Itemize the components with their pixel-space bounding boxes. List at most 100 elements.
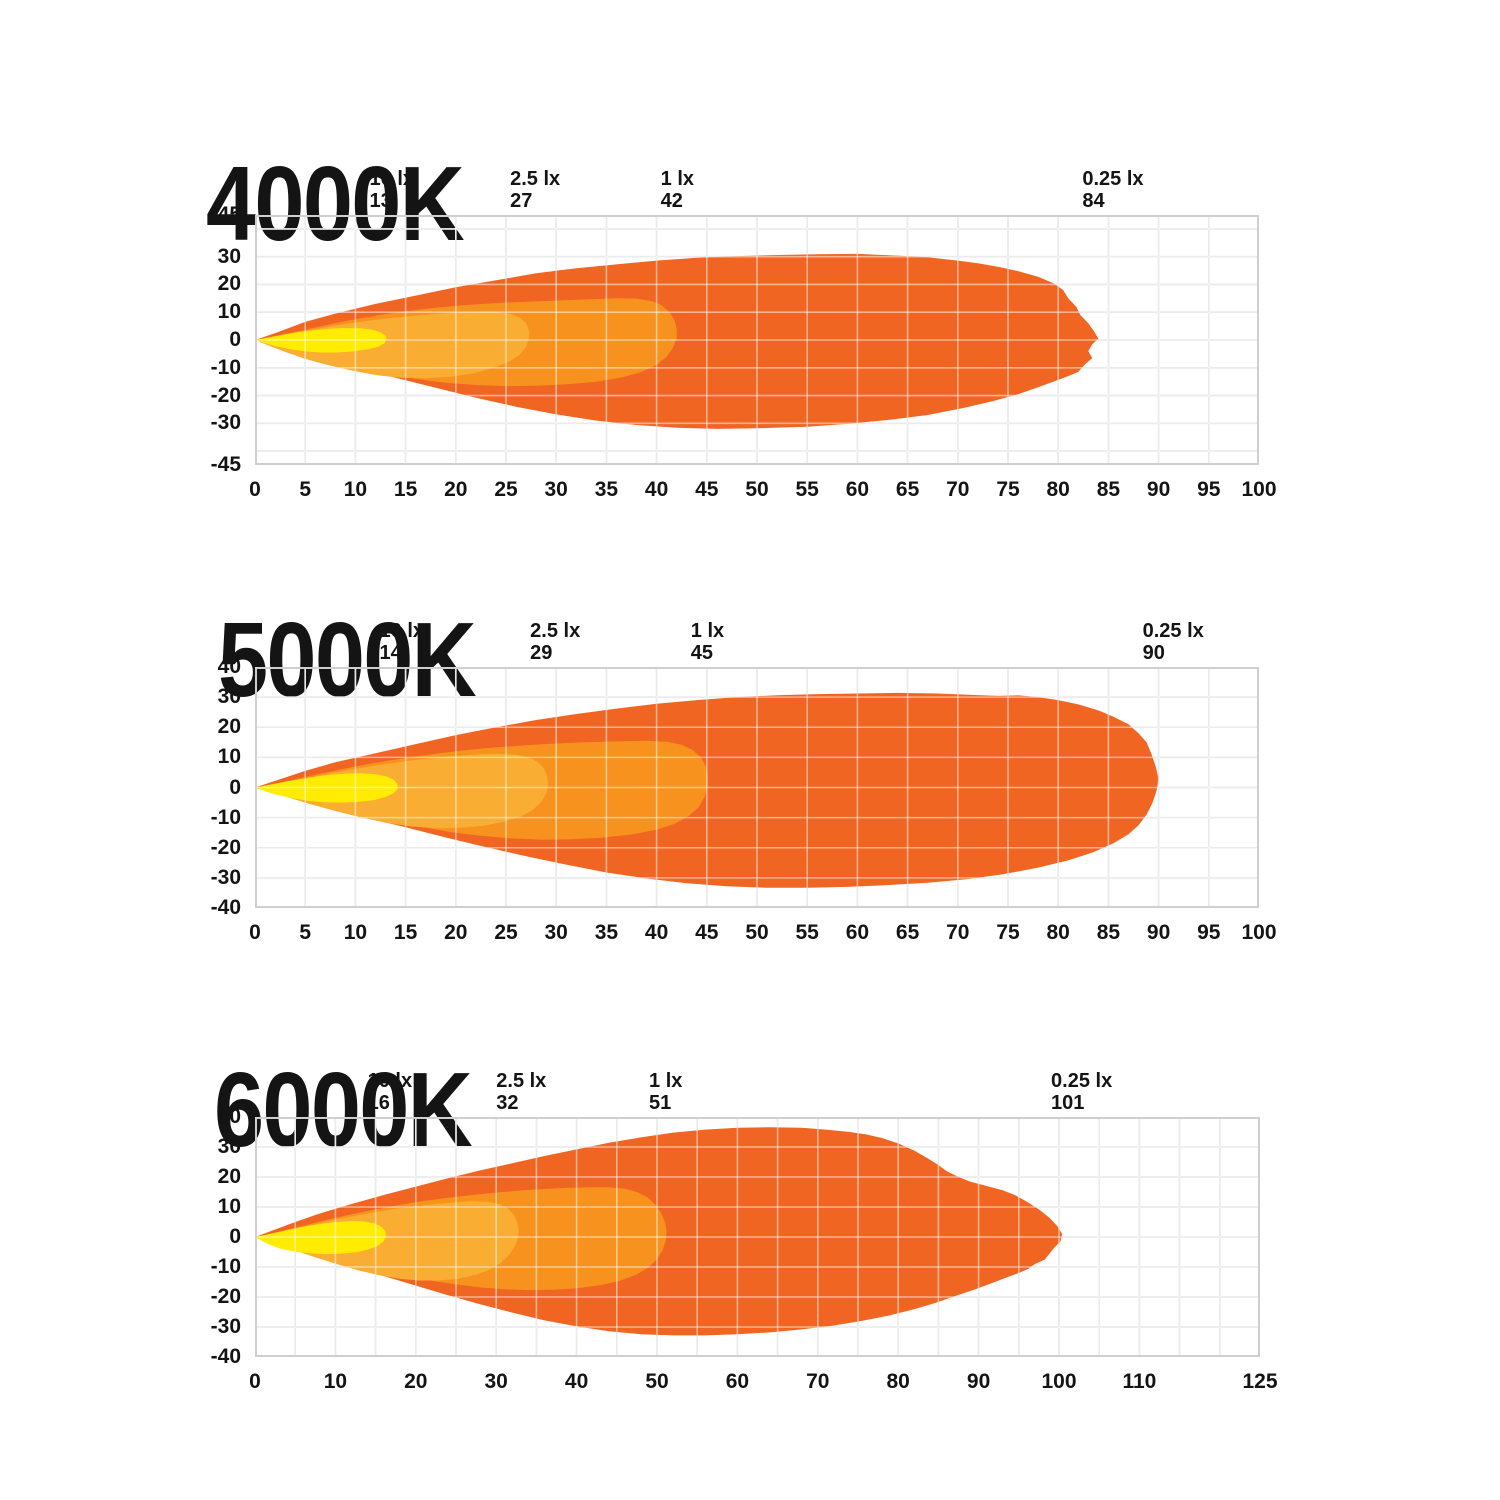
y-axis-tick-label: 40	[217, 655, 241, 678]
annotation-distance: 84	[1082, 190, 1105, 212]
x-axis-tick-label: 70	[946, 478, 970, 501]
annotation-lux-level: 2.5 lx	[510, 168, 561, 190]
isolux-annotation: 0.25 lx 84	[1082, 168, 1143, 212]
annotation-lux-level: 10 lx	[367, 1070, 413, 1092]
x-axis-tick-label: 0	[249, 921, 261, 944]
x-axis-tick-label: 90	[1146, 478, 1171, 501]
contour-2-5-lx	[255, 1201, 519, 1281]
annotation-distance: 13	[369, 190, 392, 212]
x-axis-tick-label: 85	[1096, 478, 1121, 501]
x-axis-tick-label: 110	[1122, 1370, 1157, 1393]
annotation-lux-level: 1 lx	[690, 620, 725, 642]
x-axis-tick-label: 60	[845, 478, 870, 501]
x-axis-tick-label: 50	[745, 921, 769, 944]
isolux-annotation: 1 lx 51	[649, 1070, 682, 1114]
beam-pattern-svg	[255, 215, 1259, 465]
y-axis-tick-label: -20	[210, 835, 241, 859]
y-axis-tick-label: 10	[217, 1195, 241, 1218]
y-axis-tick-label: 20	[217, 272, 241, 296]
y-axis-tick-label: -20	[210, 1285, 241, 1308]
y-axis-tick-label: 0	[229, 775, 241, 799]
annotation-lux-level: 0.25 lx	[1051, 1070, 1113, 1092]
x-axis-tick-label: 40	[644, 921, 669, 944]
x-axis-tick-label: 50	[645, 1370, 669, 1393]
x-axis-tick-label: 35	[594, 921, 619, 944]
chart-title-5000k: 5000K	[218, 601, 477, 720]
x-axis-tick-label: 0	[249, 1370, 261, 1393]
isolux-plot-5000k: 40 30 20 10 0 -10 -20 -30 -40 0 5 10 15 20 25 30 35 40 45 5…	[211, 620, 1277, 944]
contour-2-5-lx	[255, 753, 549, 829]
annotation-lux-level: 1 lx	[660, 168, 695, 190]
x-axis-tick-label: 50	[745, 478, 769, 501]
x-axis-tick-label: 80	[1046, 478, 1070, 501]
annotation-distance: 29	[530, 642, 553, 664]
isolux-annotation: 10 lx 16	[368, 1070, 412, 1114]
x-axis-tick-label: 80	[1046, 921, 1070, 944]
x-axis-tick-label: 60	[725, 1370, 750, 1393]
y-axis-tick-label: 0	[229, 1225, 241, 1248]
isolux-annotation: 10 lx 14	[380, 620, 424, 664]
annotation-lux-level: 2.5 lx	[496, 1070, 547, 1092]
isolux-annotation: 0.25 lx 101	[1051, 1070, 1112, 1114]
y-axis-tick-label: 10	[217, 300, 241, 324]
annotation-distance: 16	[367, 1092, 390, 1114]
x-axis-tick-label: 25	[494, 478, 518, 501]
annotation-distance: 27	[510, 190, 533, 212]
beam-pattern-svg	[255, 1117, 1260, 1357]
x-axis-tick-label: 55	[795, 478, 819, 501]
x-axis-tick-label: 15	[393, 478, 418, 501]
annotation-lux-level: 10 lx	[379, 620, 425, 642]
x-axis-tick-label: 20	[404, 1370, 428, 1393]
x-axis-tick-label: 45	[695, 921, 719, 944]
annotation-distance: 101	[1051, 1092, 1085, 1114]
x-axis-tick-label: 5	[299, 921, 312, 944]
annotation-lux-level: 10 lx	[369, 168, 414, 190]
x-axis-tick-label: 65	[895, 921, 920, 944]
x-axis-tick-label: 0	[249, 478, 261, 501]
y-axis-tick-label: -10	[210, 805, 241, 829]
y-axis-tick-label: 45	[217, 203, 241, 226]
y-axis-tick-label: 30	[217, 244, 241, 268]
y-axis-tick-label: 20	[217, 715, 241, 739]
y-axis-tick-label: -30	[210, 1315, 241, 1338]
isolux-annotation: 2.5 lx 29	[530, 620, 580, 664]
x-axis-tick-label: 75	[996, 921, 1020, 944]
isolux-plot-4000k: 45 30 20 10 0 -10 -20 -30 -45 0 5 10 15 20 25 30 35 40 45 5…	[211, 168, 1277, 501]
x-axis-tick-label: 70	[946, 921, 970, 944]
isolux-plot-6000k: 40 30 20 10 0 -10 -20 -30 -40 0 10 20 30 40 50 60 70 80 90…	[211, 1070, 1278, 1393]
x-axis-tick-label: 90	[966, 1370, 991, 1393]
annotation-distance: 45	[690, 642, 714, 664]
y-axis-tick-label: 30	[217, 685, 241, 709]
annotation-distance: 14	[379, 642, 402, 664]
annotation-distance: 32	[496, 1092, 519, 1114]
x-axis-tick-label: 125	[1242, 1370, 1278, 1393]
x-axis-tick-label: 85	[1096, 921, 1121, 944]
x-axis-tick-label: 100	[1041, 1370, 1077, 1393]
y-axis-tick-label: 0	[229, 328, 241, 351]
x-axis-tick-label: 60	[845, 921, 870, 944]
annotation-lux-level: 0.25 lx	[1142, 620, 1204, 642]
x-axis-tick-label: 75	[996, 478, 1020, 501]
annotation-distance: 42	[660, 190, 683, 212]
x-axis-tick-label: 10	[343, 478, 368, 501]
annotation-lux-level: 0.25 lx	[1082, 168, 1144, 190]
x-axis-tick-label: 70	[806, 1370, 830, 1393]
plot-frame	[255, 667, 1259, 908]
isolux-annotation: 2.5 lx 32	[496, 1070, 546, 1114]
x-axis-tick-label: 20	[444, 921, 468, 944]
x-axis-tick-label: 45	[695, 478, 719, 501]
x-axis-tick-label: 40	[644, 478, 669, 501]
y-axis-tick-label: -40	[210, 896, 241, 919]
y-axis-tick-label: 10	[217, 745, 241, 769]
isolux-annotation: 2.5 lx 27	[510, 168, 560, 212]
isolux-annotation: 0.25 lx 90	[1143, 620, 1204, 664]
annotation-lux-level: 2.5 lx	[530, 620, 581, 642]
chart-title-4000k: 4000K	[206, 145, 465, 264]
x-axis-tick-label: 40	[564, 1370, 589, 1393]
y-axis-tick-label: -30	[210, 865, 241, 889]
x-axis-tick-label: 65	[895, 478, 920, 501]
isolux-annotation: 1 lx 42	[661, 168, 694, 212]
contour-0-25-lx	[255, 253, 1099, 429]
x-axis-tick-label: 5	[299, 478, 312, 501]
x-axis-tick-label: 100	[1241, 478, 1277, 501]
